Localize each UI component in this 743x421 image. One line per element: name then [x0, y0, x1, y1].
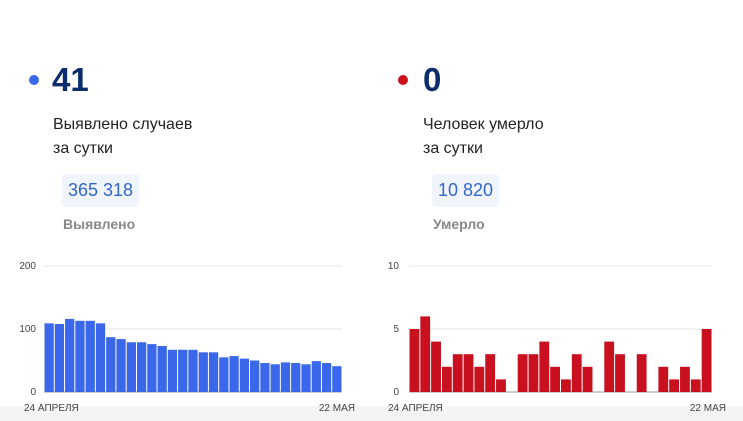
- bar: [636, 354, 647, 392]
- y-tick-label: 10: [388, 261, 400, 272]
- deaths-description-line2: за сутки: [423, 140, 483, 157]
- bar: [463, 354, 474, 392]
- y-tick-label: 0: [393, 387, 399, 398]
- bar: [528, 354, 539, 392]
- bar: [474, 366, 485, 392]
- bar: [332, 366, 342, 392]
- deaths-bar-chart: 0 5 10 24 АПРЕЛЯ 22 МАЯ: [388, 261, 726, 414]
- bar: [280, 362, 291, 392]
- cases-panel: 41 Выявлено случаев за сутки 365 318 Выя…: [0, 0, 370, 421]
- bar: [441, 366, 452, 392]
- bar: [291, 363, 301, 392]
- bar: [147, 344, 157, 392]
- bar: [301, 364, 311, 392]
- bar: [44, 323, 54, 392]
- deaths-daily-value: 0: [423, 61, 442, 98]
- deaths-total-label: Умерло: [433, 216, 485, 232]
- cases-description-line2: за сутки: [53, 140, 113, 157]
- cases-bar-chart: 0 100 200 24 АПРЕЛЯ 22 МАЯ: [19, 261, 355, 414]
- x-start-label: 24 АПРЕЛЯ: [24, 403, 79, 414]
- cases-description: Выявлено случаев за сутки: [53, 113, 192, 161]
- deaths-panel: 0 Человек умерло за сутки 10 820 Умерло …: [371, 0, 741, 421]
- x-end-label: 22 МАЯ: [690, 403, 726, 414]
- cases-dot-icon: [29, 75, 39, 85]
- bar: [658, 366, 669, 392]
- bar: [54, 323, 65, 392]
- bar: [250, 360, 260, 392]
- cases-description-line1: Выявлено случаев: [53, 116, 193, 133]
- bar: [409, 329, 420, 392]
- bar: [75, 320, 85, 392]
- deaths-dot-icon: [398, 75, 408, 85]
- y-tick-label: 0: [30, 387, 36, 398]
- deaths-total-badge: 10 820: [432, 174, 500, 207]
- bar: [321, 363, 332, 392]
- bar: [669, 379, 680, 392]
- bar: [106, 337, 116, 392]
- bar: [496, 379, 506, 392]
- bar: [229, 356, 239, 392]
- bar: [517, 354, 528, 392]
- x-end-label: 22 МАЯ: [319, 403, 355, 414]
- y-tick-label: 200: [19, 261, 36, 272]
- bar: [239, 358, 250, 392]
- bottom-strip: [0, 406, 743, 421]
- bar: [85, 320, 95, 392]
- y-tick-label: 5: [393, 324, 399, 335]
- cases-total-label: Выявлено: [63, 216, 136, 232]
- bar: [701, 329, 712, 392]
- bar: [95, 323, 106, 392]
- bar: [136, 342, 147, 392]
- deaths-description: Человек умерло за сутки: [423, 113, 544, 161]
- bar: [420, 316, 431, 392]
- bar: [604, 341, 615, 392]
- bar: [615, 354, 625, 392]
- bar: [188, 349, 198, 392]
- bar: [539, 341, 550, 392]
- bar: [198, 352, 208, 392]
- bar: [452, 354, 463, 392]
- cases-total-badge: 365 318: [62, 174, 140, 207]
- bar: [126, 342, 136, 392]
- bar: [680, 366, 690, 392]
- bar: [485, 354, 496, 392]
- bar: [431, 341, 441, 392]
- bar: [178, 349, 188, 392]
- y-tick-label: 100: [19, 324, 36, 335]
- bar: [219, 357, 229, 392]
- bar: [582, 366, 593, 392]
- deaths-description-line1: Человек умерло: [423, 116, 544, 133]
- bar: [65, 318, 75, 392]
- bar: [208, 352, 219, 392]
- bar: [311, 361, 321, 392]
- bar: [157, 346, 167, 392]
- bar: [270, 364, 280, 392]
- x-start-label: 24 АПРЕЛЯ: [388, 403, 443, 414]
- bar: [260, 363, 270, 392]
- bar: [550, 366, 560, 392]
- bar: [561, 379, 571, 392]
- cases-daily-value: 41: [52, 61, 89, 98]
- bar: [690, 379, 701, 392]
- bar: [116, 339, 126, 392]
- bar: [571, 354, 582, 392]
- bar: [167, 349, 178, 392]
